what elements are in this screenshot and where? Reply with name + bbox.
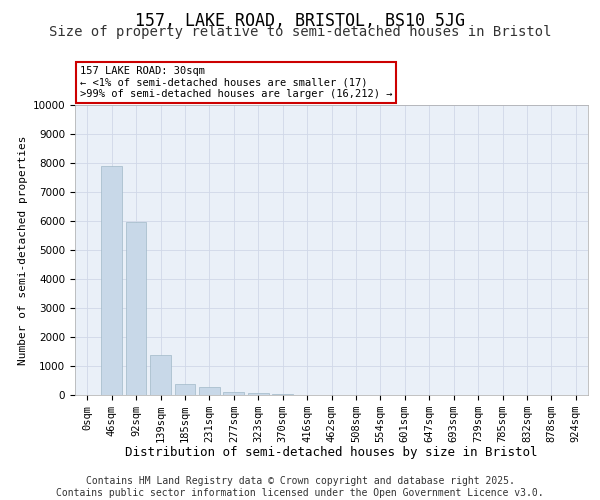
Text: 157, LAKE ROAD, BRISTOL, BS10 5JG: 157, LAKE ROAD, BRISTOL, BS10 5JG	[135, 12, 465, 30]
Y-axis label: Number of semi-detached properties: Number of semi-detached properties	[19, 135, 28, 365]
Bar	[150, 355, 171, 395]
Bar	[101, 166, 122, 395]
Bar	[223, 392, 244, 395]
Bar	[248, 394, 269, 395]
Bar	[125, 222, 146, 395]
Text: 157 LAKE ROAD: 30sqm
← <1% of semi-detached houses are smaller (17)
>99% of semi: 157 LAKE ROAD: 30sqm ← <1% of semi-detac…	[80, 66, 392, 99]
Text: Size of property relative to semi-detached houses in Bristol: Size of property relative to semi-detach…	[49, 25, 551, 39]
Bar	[175, 384, 196, 395]
Bar	[272, 394, 293, 395]
X-axis label: Distribution of semi-detached houses by size in Bristol: Distribution of semi-detached houses by …	[125, 446, 538, 460]
Bar	[199, 387, 220, 395]
Text: Contains HM Land Registry data © Crown copyright and database right 2025.
Contai: Contains HM Land Registry data © Crown c…	[56, 476, 544, 498]
